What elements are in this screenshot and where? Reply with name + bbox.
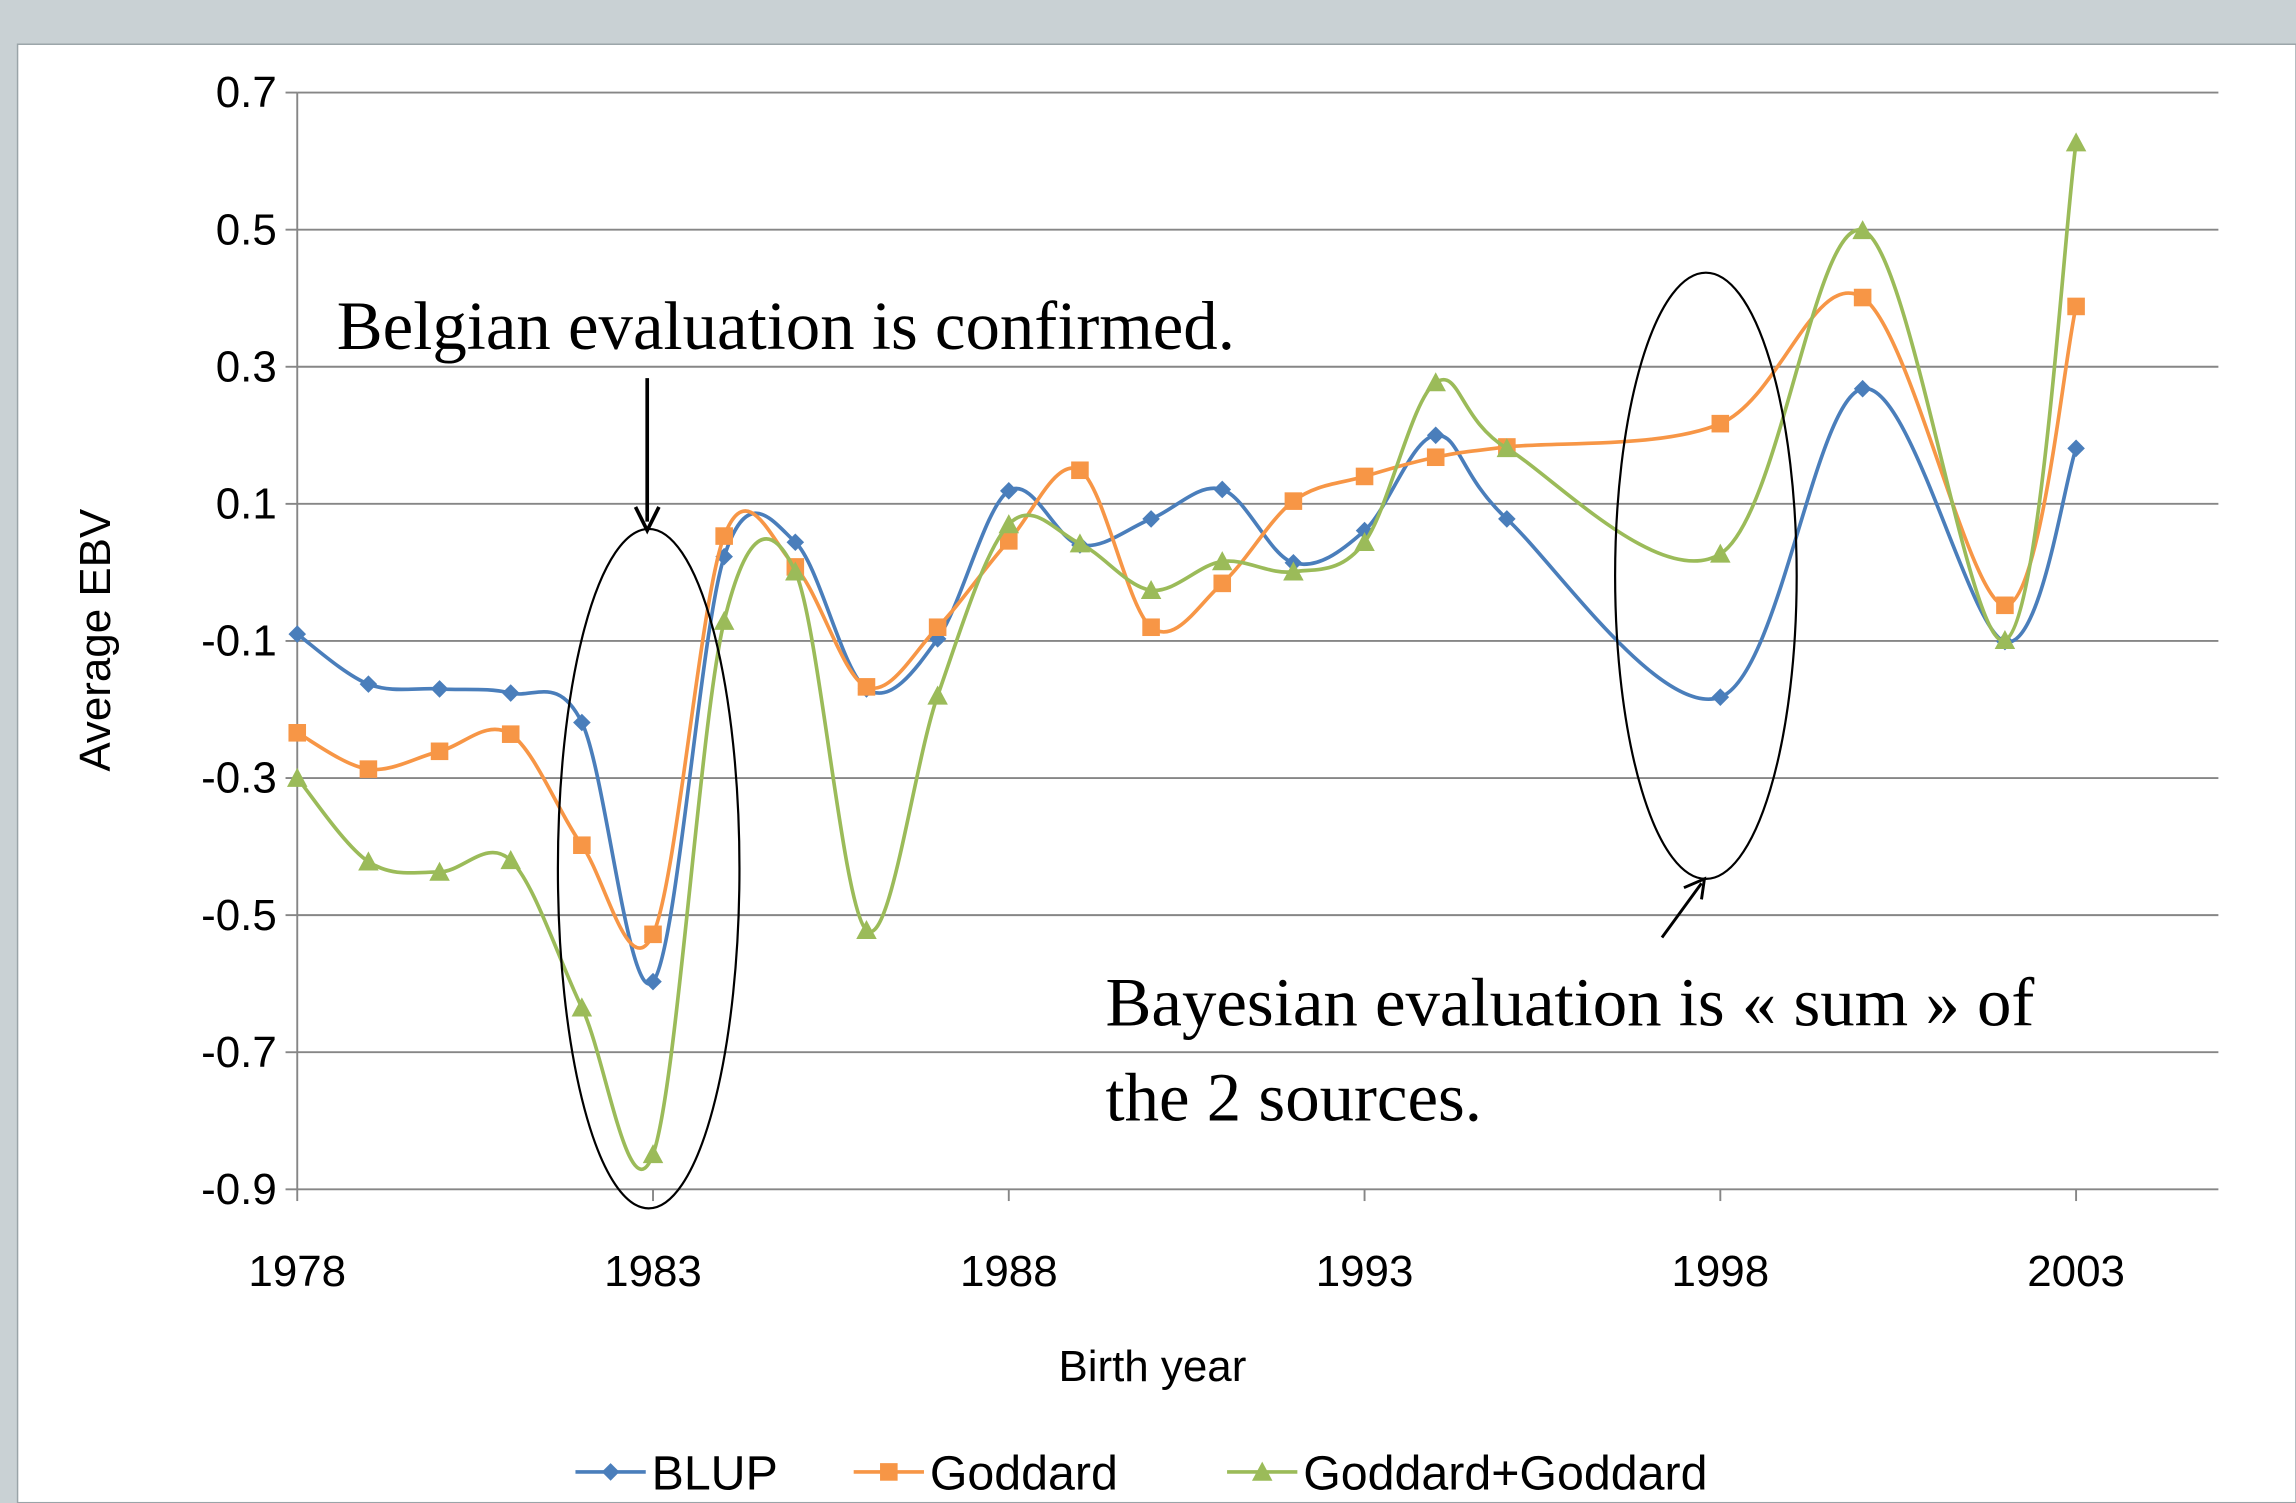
marker [1853,379,1872,398]
x-tick-label: 2003 [2027,1247,2125,1296]
marker [1996,596,2014,615]
marker [1426,448,1445,467]
marker [1284,492,1303,510]
marker [999,532,1018,550]
y-tick-label: -0.1 [201,617,277,666]
marker [429,861,450,881]
marker [999,482,1018,500]
marker [856,919,877,939]
y-tick-label: -0.5 [201,891,277,940]
arrow-head [1683,876,1707,900]
marker [1071,461,1089,480]
legend-label: Goddard [930,1447,1118,1501]
marker [1710,543,1731,563]
series-line [296,291,2078,950]
marker [501,725,520,743]
marker [1496,438,1518,458]
y-tick-label: -0.9 [201,1165,277,1214]
marker [715,527,733,545]
y-tick-label: -0.3 [201,754,277,803]
legend-label: BLUP [652,1447,778,1501]
y-axis-title: Average EBV [71,508,120,772]
y-tick-label: 0.7 [216,68,277,117]
marker [1211,551,1233,571]
marker [288,724,307,742]
marker [573,836,591,855]
marker [430,742,449,761]
x-tick-label: 1988 [960,1247,1058,1296]
marker [1355,467,1374,486]
legend-label: Goddard+Goddard [1303,1447,1707,1501]
series-line [295,142,2078,1172]
marker [785,561,806,581]
marker [359,760,378,778]
arrow [1660,882,1703,939]
marker [642,1144,664,1164]
x-axis-title: Birth year [1058,1342,1246,1391]
x-tick-label: 1983 [604,1247,702,1296]
marker [857,678,876,696]
marker [713,610,735,630]
marker [1852,220,1873,240]
y-tick-label: 0.1 [216,479,277,528]
marker [2065,132,2087,152]
annotation: Bayesian evaluation is « sum » of [1106,964,2035,1040]
marker [2067,297,2085,316]
marker [1142,510,1160,528]
marker [430,680,449,698]
arrow-head [633,506,661,535]
marker [644,925,662,944]
x-tick-label: 1993 [1316,1247,1414,1296]
marker [358,851,379,871]
marker [928,618,947,637]
marker [287,767,308,787]
y-tick-label: -0.7 [201,1028,277,1077]
marker [1140,579,1162,600]
marker [573,713,591,732]
marker [786,533,805,552]
legend-marker [880,1463,898,1481]
marker [998,514,1020,534]
x-tick-label: 1978 [248,1247,346,1296]
marker [1283,561,1304,581]
marker [571,997,593,1017]
annotation: the 2 sources. [1106,1060,1482,1136]
x-tick-label: 1998 [1671,1247,1769,1296]
marker [2067,439,2085,458]
marker [1069,533,1091,553]
marker [1994,630,2016,650]
marker [359,675,378,693]
marker [1142,618,1160,637]
marker [1213,574,1232,593]
marker [500,850,521,870]
legend-marker [1251,1461,1273,1481]
marker [1711,414,1730,433]
marker [1853,288,1872,307]
marker [1425,372,1446,392]
marker [1354,531,1375,552]
y-tick-label: 0.5 [216,205,277,254]
marker [1498,510,1516,528]
marker [927,685,948,705]
annotation: Belgian evaluation is confirmed. [337,288,1235,364]
marker [644,972,662,991]
y-tick-label: 0.3 [216,342,277,391]
chart-panel [16,43,2296,1503]
